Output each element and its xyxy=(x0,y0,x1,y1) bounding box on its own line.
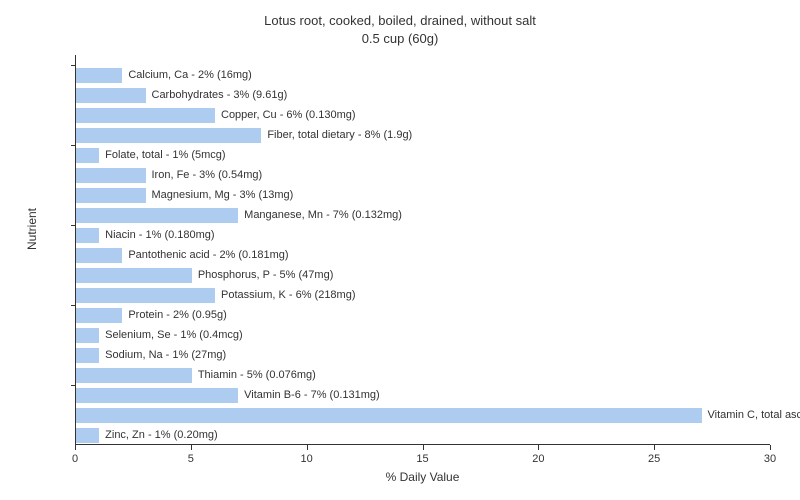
nutrient-label: Carbohydrates - 3% (9.61g) xyxy=(152,88,288,103)
x-axis: % Daily Value 051015202530 xyxy=(75,445,770,485)
bar-row: Selenium, Se - 1% (0.4mcg) xyxy=(76,325,770,345)
nutrient-label: Calcium, Ca - 2% (16mg) xyxy=(128,68,251,83)
nutrient-label: Niacin - 1% (0.180mg) xyxy=(105,228,214,243)
x-tick-label: 20 xyxy=(532,453,544,465)
y-tick xyxy=(71,145,76,146)
nutrient-label: Phosphorus, P - 5% (47mg) xyxy=(198,268,334,283)
nutrient-bar: Calcium, Ca - 2% (16mg) xyxy=(76,68,122,83)
y-axis-label: Nutrient xyxy=(25,208,39,250)
x-tick xyxy=(75,445,76,450)
x-axis-label: % Daily Value xyxy=(386,470,460,484)
bar-row: Iron, Fe - 3% (0.54mg) xyxy=(76,165,770,185)
x-tick-label: 15 xyxy=(416,453,428,465)
bar-row: Sodium, Na - 1% (27mg) xyxy=(76,345,770,365)
nutrient-label: Potassium, K - 6% (218mg) xyxy=(221,288,356,303)
nutrient-bar: Magnesium, Mg - 3% (13mg) xyxy=(76,188,146,203)
nutrient-bar: Selenium, Se - 1% (0.4mcg) xyxy=(76,328,99,343)
nutrient-bar: Pantothenic acid - 2% (0.181mg) xyxy=(76,248,122,263)
nutrient-label: Fiber, total dietary - 8% (1.9g) xyxy=(267,128,412,143)
bars-container: Calcium, Ca - 2% (16mg) Carbohydrates - 3… xyxy=(76,65,770,445)
nutrient-bar: Carbohydrates - 3% (9.61g) xyxy=(76,88,146,103)
x-tick xyxy=(654,445,655,450)
x-tick xyxy=(191,445,192,450)
nutrient-bar: Zinc, Zn - 1% (0.20mg) xyxy=(76,428,99,443)
nutrient-bar: Vitamin C, total ascorbic acid - 27% (16… xyxy=(76,408,702,423)
nutrient-label: Vitamin B-6 - 7% (0.131mg) xyxy=(244,388,380,403)
nutrient-bar: Potassium, K - 6% (218mg) xyxy=(76,288,215,303)
nutrient-label: Iron, Fe - 3% (0.54mg) xyxy=(152,168,263,183)
bar-row: Vitamin B-6 - 7% (0.131mg) xyxy=(76,385,770,405)
title-line-2: 0.5 cup (60g) xyxy=(0,30,800,48)
bar-row: Copper, Cu - 6% (0.130mg) xyxy=(76,105,770,125)
x-tick xyxy=(423,445,424,450)
nutrient-bar: Vitamin B-6 - 7% (0.131mg) xyxy=(76,388,238,403)
nutrient-bar: Folate, total - 1% (5mcg) xyxy=(76,148,99,163)
nutrient-label: Sodium, Na - 1% (27mg) xyxy=(105,348,226,363)
bar-row: Folate, total - 1% (5mcg) xyxy=(76,145,770,165)
nutrient-bar: Thiamin - 5% (0.076mg) xyxy=(76,368,192,383)
nutrient-label: Zinc, Zn - 1% (0.20mg) xyxy=(105,428,217,443)
y-tick xyxy=(71,225,76,226)
x-tick-label: 0 xyxy=(72,453,78,465)
nutrient-bar: Phosphorus, P - 5% (47mg) xyxy=(76,268,192,283)
nutrient-bar: Sodium, Na - 1% (27mg) xyxy=(76,348,99,363)
bar-row: Vitamin C, total ascorbic acid - 27% (16… xyxy=(76,405,770,425)
nutrient-label: Folate, total - 1% (5mcg) xyxy=(105,148,225,163)
nutrient-bar: Fiber, total dietary - 8% (1.9g) xyxy=(76,128,261,143)
nutrient-label: Manganese, Mn - 7% (0.132mg) xyxy=(244,208,402,223)
bar-row: Pantothenic acid - 2% (0.181mg) xyxy=(76,245,770,265)
nutrient-bar: Manganese, Mn - 7% (0.132mg) xyxy=(76,208,238,223)
nutrient-label: Pantothenic acid - 2% (0.181mg) xyxy=(128,248,288,263)
nutrient-bar: Copper, Cu - 6% (0.130mg) xyxy=(76,108,215,123)
y-tick xyxy=(71,65,76,66)
bar-row: Fiber, total dietary - 8% (1.9g) xyxy=(76,125,770,145)
y-tick xyxy=(71,385,76,386)
nutrient-bar: Niacin - 1% (0.180mg) xyxy=(76,228,99,243)
nutrient-label: Thiamin - 5% (0.076mg) xyxy=(198,368,316,383)
bar-row: Magnesium, Mg - 3% (13mg) xyxy=(76,185,770,205)
bar-row: Potassium, K - 6% (218mg) xyxy=(76,285,770,305)
x-tick-label: 5 xyxy=(188,453,194,465)
nutrient-bar: Iron, Fe - 3% (0.54mg) xyxy=(76,168,146,183)
title-line-1: Lotus root, cooked, boiled, drained, wit… xyxy=(0,12,800,30)
x-tick xyxy=(307,445,308,450)
nutrient-label: Vitamin C, total ascorbic acid - 27% (16… xyxy=(708,408,800,423)
chart-title: Lotus root, cooked, boiled, drained, wit… xyxy=(0,0,800,48)
plot-area: Calcium, Ca - 2% (16mg) Carbohydrates - 3… xyxy=(75,55,770,445)
y-tick xyxy=(71,305,76,306)
x-tick-label: 10 xyxy=(301,453,313,465)
bar-row: Manganese, Mn - 7% (0.132mg) xyxy=(76,205,770,225)
x-tick-label: 30 xyxy=(764,453,776,465)
bar-row: Phosphorus, P - 5% (47mg) xyxy=(76,265,770,285)
bar-row: Carbohydrates - 3% (9.61g) xyxy=(76,85,770,105)
nutrient-bar: Protein - 2% (0.95g) xyxy=(76,308,122,323)
nutrient-label: Protein - 2% (0.95g) xyxy=(128,308,226,323)
nutrient-label: Selenium, Se - 1% (0.4mcg) xyxy=(105,328,243,343)
x-tick-label: 25 xyxy=(648,453,660,465)
bar-row: Thiamin - 5% (0.076mg) xyxy=(76,365,770,385)
bar-row: Zinc, Zn - 1% (0.20mg) xyxy=(76,425,770,445)
x-tick xyxy=(770,445,771,450)
bar-row: Protein - 2% (0.95g) xyxy=(76,305,770,325)
x-tick xyxy=(538,445,539,450)
bar-row: Niacin - 1% (0.180mg) xyxy=(76,225,770,245)
nutrient-label: Magnesium, Mg - 3% (13mg) xyxy=(152,188,294,203)
nutrient-label: Copper, Cu - 6% (0.130mg) xyxy=(221,108,356,123)
nutrition-chart: Lotus root, cooked, boiled, drained, wit… xyxy=(0,0,800,500)
bar-row: Calcium, Ca - 2% (16mg) xyxy=(76,65,770,85)
